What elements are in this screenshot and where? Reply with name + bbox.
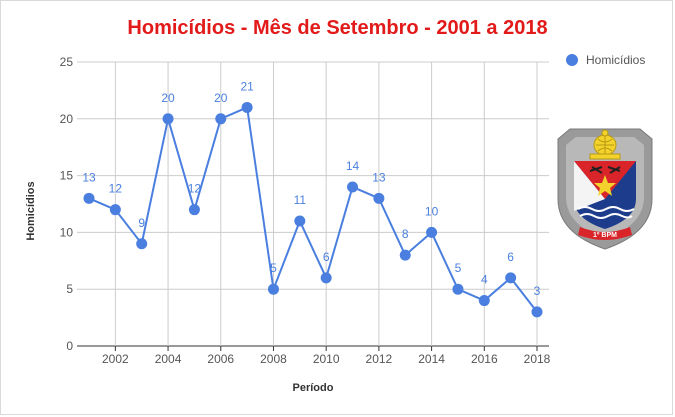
data-label: 12	[109, 182, 123, 196]
data-label: 9	[138, 216, 145, 230]
data-label: 8	[402, 227, 409, 241]
data-label: 5	[270, 261, 277, 275]
x-tick-label: 2002	[102, 352, 129, 366]
legend: Homicídios	[566, 53, 645, 67]
data-point	[505, 272, 517, 284]
data-point	[267, 283, 279, 295]
x-tick-label: 2010	[313, 352, 340, 366]
badge-text: 1º BPM	[593, 232, 617, 239]
data-point	[109, 204, 121, 216]
x-tick-label: 2018	[524, 352, 551, 366]
legend-marker	[566, 54, 578, 66]
grid-lines	[77, 61, 549, 351]
x-tick-label: 2016	[471, 352, 498, 366]
y-tick-label: 20	[60, 112, 74, 126]
x-tick-label: 2006	[207, 352, 234, 366]
data-label: 5	[455, 261, 462, 275]
y-axis-label: Homicídios	[25, 181, 37, 240]
data-label: 13	[372, 170, 386, 184]
data-point	[531, 306, 543, 318]
x-tick-label: 2014	[418, 352, 445, 366]
data-label: 4	[481, 273, 488, 287]
series-homicidios	[83, 101, 543, 318]
data-point	[162, 113, 174, 125]
data-point	[215, 113, 227, 125]
data-label: 6	[323, 250, 330, 264]
data-point	[347, 181, 359, 193]
data-label: 12	[188, 182, 202, 196]
data-point	[373, 192, 385, 204]
data-label: 14	[346, 159, 360, 173]
y-tick-label: 0	[66, 339, 73, 353]
data-point	[241, 101, 253, 113]
police-battalion-badge-icon: 1º BPM	[557, 128, 653, 250]
data-label: 10	[425, 204, 439, 218]
data-point	[320, 272, 332, 284]
y-tick-label: 5	[66, 282, 73, 296]
y-tick-label: 10	[60, 225, 74, 239]
data-point	[478, 295, 490, 307]
series-line	[88, 106, 538, 313]
data-label: 6	[507, 250, 514, 264]
y-tick-label: 15	[60, 169, 74, 183]
data-label: 21	[240, 79, 254, 93]
data-point	[83, 192, 95, 204]
data-label: 3	[534, 284, 541, 298]
data-point	[188, 204, 200, 216]
legend-label: Homicídios	[586, 53, 646, 67]
x-axis-label: Período	[293, 382, 334, 394]
x-tick-label: 2012	[366, 352, 393, 366]
chart-title: Homicídios - Mês de Setembro - 2001 a 20…	[127, 17, 548, 39]
data-label: 11	[294, 193, 307, 207]
data-label: 20	[214, 91, 228, 105]
data-point	[294, 215, 306, 227]
data-label: 13	[82, 170, 96, 184]
data-labels: 13 12 9 20 12 20 21 5 11 6 14 13 8 10 5 4 6 3	[82, 79, 540, 297]
data-label: 20	[161, 91, 175, 105]
x-tick-label: 2008	[260, 352, 287, 366]
data-point	[426, 226, 438, 238]
data-point	[452, 283, 464, 295]
data-point	[136, 238, 148, 250]
data-point	[399, 249, 411, 261]
y-tick-label: 25	[60, 55, 74, 69]
x-tick-label: 2004	[155, 352, 182, 366]
